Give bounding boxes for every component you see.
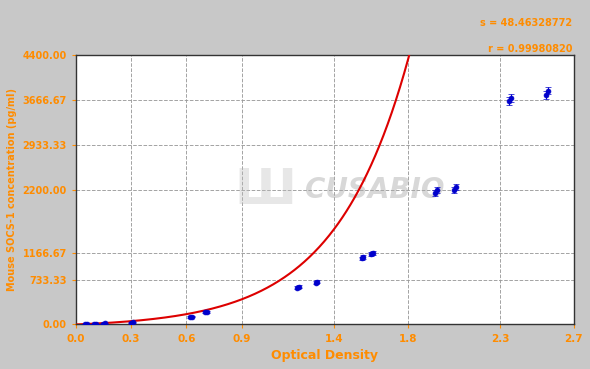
Y-axis label: Mouse SOCS-1 concentration (pg/ml): Mouse SOCS-1 concentration (pg/ml) xyxy=(7,88,17,292)
Text: s = 48.46328772: s = 48.46328772 xyxy=(480,18,572,28)
X-axis label: Optical Density: Optical Density xyxy=(271,349,378,362)
Text: Ш: Ш xyxy=(234,166,296,214)
Text: CUSABIO: CUSABIO xyxy=(305,176,444,204)
Text: r = 0.99980820: r = 0.99980820 xyxy=(488,44,572,54)
